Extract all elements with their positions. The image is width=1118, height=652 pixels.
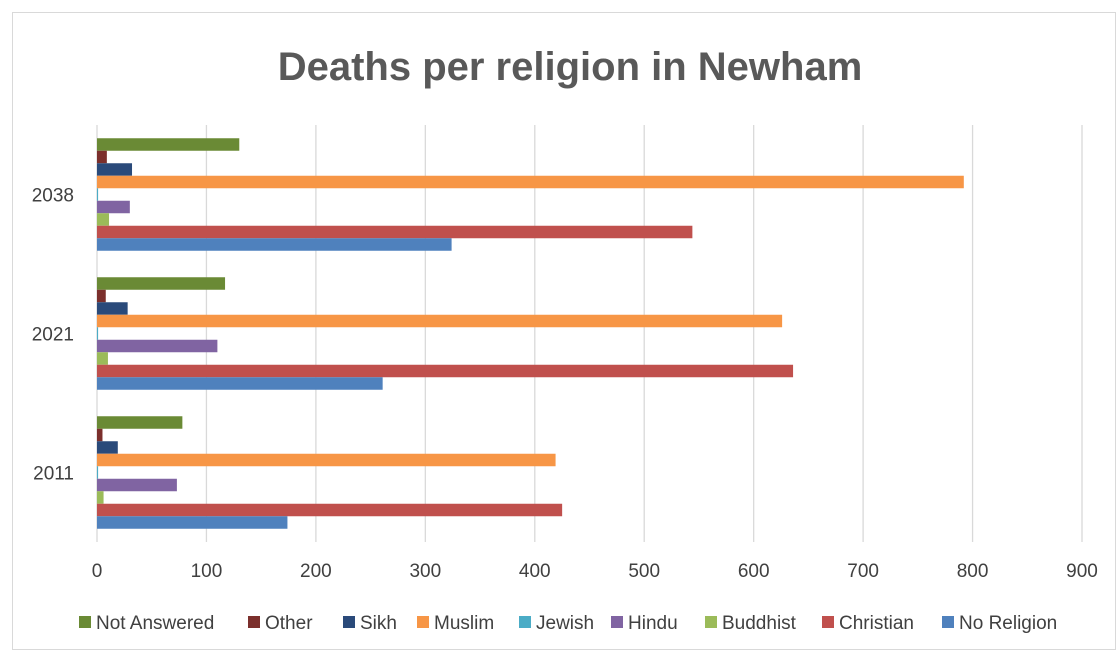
bar-christian-2011 bbox=[97, 503, 563, 517]
bar-muslim-2021 bbox=[97, 314, 783, 328]
x-tick-label: 400 bbox=[519, 561, 551, 582]
x-tick-label: 600 bbox=[738, 561, 770, 582]
legend-label: Hindu bbox=[628, 613, 678, 634]
bar-not-answered-2038 bbox=[97, 138, 240, 151]
legend-item-buddhist: Buddhist bbox=[705, 613, 797, 634]
legend-label: Other bbox=[265, 613, 313, 634]
bar-sikh-2021 bbox=[97, 302, 128, 315]
legend-swatch bbox=[79, 616, 91, 628]
legend: Not Answered Other Sikh Muslim Jewish Hindu Bu… bbox=[79, 613, 1057, 634]
bar-no-religion-2011 bbox=[97, 516, 288, 529]
bar-christian-2038 bbox=[97, 225, 693, 239]
bars bbox=[97, 138, 964, 529]
legend-item-no-religion: No Religion bbox=[942, 613, 1057, 634]
x-tick-label: 900 bbox=[1066, 561, 1098, 582]
legend-swatch bbox=[248, 616, 260, 628]
bar-jewish-2011 bbox=[97, 466, 99, 479]
legend-item-sikh: Sikh bbox=[343, 613, 397, 634]
x-tick-label: 300 bbox=[409, 561, 441, 582]
legend-swatch bbox=[705, 616, 717, 628]
legend-label: Not Answered bbox=[96, 613, 214, 634]
legend-item-christian: Christian bbox=[822, 613, 914, 634]
legend-swatch bbox=[611, 616, 623, 628]
x-tick-label: 500 bbox=[628, 561, 660, 582]
y-tick-label: 2011 bbox=[33, 464, 74, 485]
chart-title: Deaths per religion in Newham bbox=[278, 45, 863, 89]
bar-muslim-2011 bbox=[97, 453, 556, 467]
legend-swatch bbox=[519, 616, 531, 628]
chart-frame bbox=[12, 12, 1116, 650]
bar-no-religion-2021 bbox=[97, 377, 383, 390]
legend-item-jewish: Jewish bbox=[519, 613, 594, 634]
x-tick-label: 0 bbox=[92, 561, 103, 582]
bar-not-answered-2011 bbox=[97, 416, 183, 429]
x-tick-label: 700 bbox=[847, 561, 879, 582]
bar-other-2011 bbox=[97, 428, 103, 442]
bar-buddhist-2038 bbox=[97, 213, 110, 226]
bar-muslim-2038 bbox=[97, 175, 964, 189]
bar-other-2021 bbox=[97, 289, 106, 303]
bar-not-answered-2021 bbox=[97, 277, 226, 290]
legend-label: Jewish bbox=[536, 613, 594, 634]
bar-hindu-2011 bbox=[97, 478, 177, 492]
bar-jewish-2038 bbox=[97, 188, 99, 201]
legend-label: Muslim bbox=[434, 613, 494, 634]
bar-sikh-2011 bbox=[97, 441, 118, 454]
bar-other-2038 bbox=[97, 150, 107, 164]
legend-item-not-answered: Not Answered bbox=[79, 613, 214, 634]
bar-no-religion-2038 bbox=[97, 238, 452, 251]
legend-swatch bbox=[343, 616, 355, 628]
legend-item-hindu: Hindu bbox=[611, 613, 678, 634]
legend-swatch bbox=[417, 616, 429, 628]
legend-swatch bbox=[822, 616, 834, 628]
category-axis: 2011 2021 2038 bbox=[32, 186, 74, 485]
legend-item-other: Other bbox=[248, 613, 313, 634]
legend-label: Buddhist bbox=[722, 613, 797, 634]
legend-label: Christian bbox=[839, 613, 914, 634]
bar-christian-2021 bbox=[97, 364, 794, 378]
legend-label: No Religion bbox=[959, 613, 1057, 634]
bar-sikh-2038 bbox=[97, 163, 133, 176]
x-tick-label: 100 bbox=[191, 561, 223, 582]
bar-buddhist-2011 bbox=[97, 491, 104, 504]
y-tick-label: 2038 bbox=[32, 186, 74, 207]
x-tick-label: 200 bbox=[300, 561, 332, 582]
value-axis: 0 100 200 300 400 500 600 700 800 900 bbox=[92, 561, 1098, 582]
bar-hindu-2021 bbox=[97, 339, 218, 353]
legend-item-muslim: Muslim bbox=[417, 613, 494, 634]
bar-buddhist-2021 bbox=[97, 352, 108, 365]
x-tick-label: 800 bbox=[957, 561, 989, 582]
y-tick-label: 2021 bbox=[32, 325, 74, 346]
bar-jewish-2021 bbox=[97, 327, 99, 340]
legend-swatch bbox=[942, 616, 954, 628]
legend-label: Sikh bbox=[360, 613, 397, 634]
bar-hindu-2038 bbox=[97, 200, 130, 214]
